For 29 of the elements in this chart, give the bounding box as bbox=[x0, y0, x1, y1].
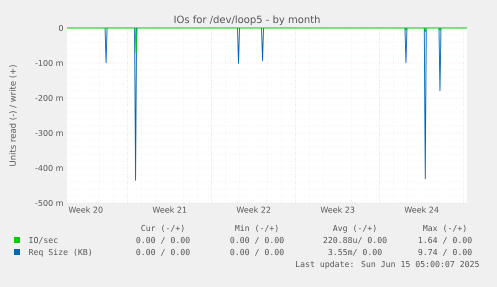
text: 0.00 / 0.00 bbox=[230, 236, 284, 244]
y-axis-title: Units read (-) / write (+) bbox=[9, 65, 17, 166]
chart-title: IOs for /dev/loop5 - by month bbox=[174, 15, 320, 26]
x-tick-label: Week 23 bbox=[320, 206, 354, 213]
text: 0.00 / 0.00 bbox=[230, 248, 284, 256]
text: 0.00 / 0.00 bbox=[136, 236, 190, 244]
text: Avg (-/+) bbox=[332, 224, 376, 233]
legend-label: Req Size (KB) bbox=[29, 248, 92, 257]
x-tick-label: Week 21 bbox=[152, 206, 186, 213]
x-tick-label: Week 20 bbox=[68, 206, 103, 213]
text: Max (-/+) bbox=[423, 224, 466, 232]
y-tick-label: -100 m bbox=[35, 60, 63, 66]
x-tick-label: Week 22 bbox=[236, 206, 270, 213]
text: Min (-/+) bbox=[235, 224, 278, 232]
text: Last update: Sun Jun 15 05:00:07 2025 bbox=[296, 260, 479, 269]
y-tick-label: -200 m bbox=[35, 94, 63, 102]
y-tick-label: 0 bbox=[58, 24, 63, 32]
text: Cur (-/+) bbox=[141, 224, 184, 232]
x-tick-label: Week 24 bbox=[404, 206, 439, 213]
y-tick-label: -400 m bbox=[35, 164, 63, 172]
line-series bbox=[66, 28, 468, 54]
text: 0.00 / 0.00 bbox=[136, 248, 190, 256]
text: 220.88u/ 0.00 bbox=[324, 236, 387, 244]
text: 1.64 / 0.00 bbox=[418, 236, 472, 244]
text: 9.74 / 0.00 bbox=[418, 248, 472, 256]
y-tick-label: -500 m bbox=[35, 200, 63, 206]
y-tick-label: -300 m bbox=[35, 130, 63, 136]
legend-label: IO/sec bbox=[29, 236, 58, 244]
text: 3.55m/ 0.00 bbox=[328, 248, 382, 256]
